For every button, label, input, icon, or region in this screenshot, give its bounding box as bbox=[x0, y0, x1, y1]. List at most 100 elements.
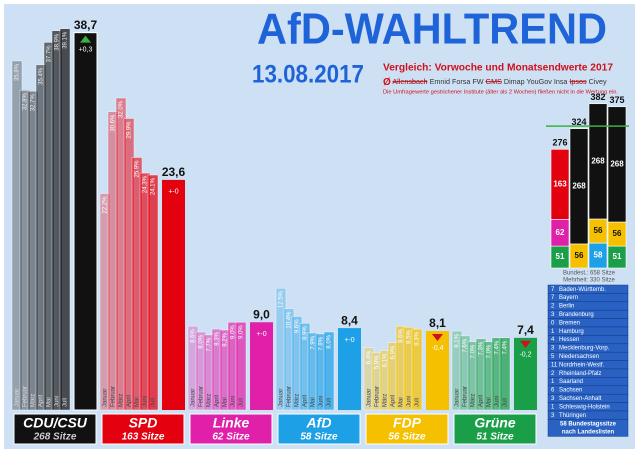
segment-label: 56 bbox=[575, 251, 584, 260]
state-name: Mecklenburg-Vorp. bbox=[559, 346, 610, 352]
month-label: Juni bbox=[319, 396, 325, 407]
month-label: Februar bbox=[23, 386, 29, 407]
month-bar bbox=[195, 331, 207, 411]
state-seats: 7 bbox=[551, 287, 555, 293]
month-value-label: 5.9% bbox=[375, 355, 381, 369]
month-value-label: 8.1% bbox=[455, 333, 461, 347]
month-label: Januar bbox=[191, 389, 197, 407]
month-bar bbox=[147, 174, 159, 411]
month-value-label: 7.9% bbox=[311, 335, 317, 349]
month-bar bbox=[107, 111, 119, 411]
party-seats: 268 Sitze bbox=[33, 432, 77, 443]
institute: Allensbach bbox=[392, 77, 427, 86]
month-bar bbox=[187, 325, 199, 411]
state-seats: 3 bbox=[551, 346, 555, 352]
month-value-label: 32.8% bbox=[23, 93, 29, 111]
coalition-total: 276 bbox=[552, 138, 567, 148]
month-label: März bbox=[31, 394, 37, 407]
month-bar bbox=[499, 337, 511, 411]
segment-label: 58 bbox=[594, 251, 603, 260]
month-value-label: 37.7% bbox=[47, 45, 53, 63]
month-label: März bbox=[207, 394, 213, 407]
party-seats: 163 Sitze bbox=[122, 432, 165, 443]
title: AfD-WAHLTREND bbox=[257, 5, 607, 54]
state-seats: 2 bbox=[551, 304, 555, 310]
state-name: Hamburg bbox=[559, 329, 584, 335]
subtitle: Vergleich: Vorwoche und Monatsendwerte 2… bbox=[383, 63, 613, 74]
month-value-label: 8.3% bbox=[415, 331, 421, 345]
party-seats: 62 Sitze bbox=[212, 432, 250, 443]
trend-down bbox=[432, 334, 443, 342]
month-label: Februar bbox=[463, 386, 469, 407]
institute: Forsa bbox=[452, 77, 470, 86]
state-name: Saarland bbox=[559, 379, 583, 385]
segment-label: 56 bbox=[594, 226, 603, 235]
parliament-label: Bundest.: 658 Sitze bbox=[563, 271, 616, 277]
state-seats: 1 bbox=[551, 329, 555, 335]
state-name: Nordrhein-Westf. bbox=[559, 362, 605, 368]
month-label: Mai bbox=[135, 397, 141, 407]
month-value-label: 8.2% bbox=[223, 332, 229, 346]
state-seats: 11 bbox=[551, 362, 558, 368]
month-label: Juli bbox=[327, 398, 333, 407]
month-value-label: 8.3% bbox=[215, 331, 221, 345]
trend-down bbox=[520, 340, 531, 348]
party-box bbox=[453, 413, 537, 445]
party-box bbox=[13, 413, 97, 445]
month-bar bbox=[11, 60, 23, 411]
month-value-label: 9.0% bbox=[231, 325, 237, 339]
month-value-label: 24.1% bbox=[151, 177, 157, 195]
month-label: April bbox=[479, 395, 485, 407]
change-label: -0,4 bbox=[431, 345, 443, 352]
coalition-segment bbox=[607, 106, 627, 223]
institute: Dimap bbox=[504, 77, 525, 86]
current-bar bbox=[514, 337, 537, 410]
month-label: Juni bbox=[407, 396, 413, 407]
state-name: Baden-Württemb. bbox=[559, 287, 606, 293]
month-label: Februar bbox=[375, 386, 381, 407]
state-name: Sachsen-Anhalt bbox=[559, 396, 602, 402]
state-seats: 5 bbox=[551, 354, 555, 360]
party-seats: 56 Sitze bbox=[388, 432, 426, 443]
state-seats: 1 bbox=[551, 404, 555, 410]
month-label: Juni bbox=[55, 396, 61, 407]
month-value-label: 7.8% bbox=[319, 336, 325, 350]
month-value-label: 7.4% bbox=[503, 340, 509, 354]
month-value-label: 9.6% bbox=[295, 319, 301, 333]
state-name: Thüringen bbox=[559, 413, 586, 419]
state-name: Berlin bbox=[559, 304, 574, 310]
party-box bbox=[189, 413, 273, 445]
month-label: Februar bbox=[199, 386, 205, 407]
current-bar bbox=[250, 322, 273, 410]
month-label: Januar bbox=[103, 389, 109, 407]
month-label: Juni bbox=[143, 396, 149, 407]
state-name: Brandenburg bbox=[559, 312, 594, 318]
month-label: Mai bbox=[47, 397, 53, 407]
party-seats: 51 Sitze bbox=[476, 432, 514, 443]
month-bar bbox=[411, 328, 423, 411]
current-label: 8,1 bbox=[429, 316, 446, 330]
party-box bbox=[365, 413, 449, 445]
month-value-label: 32.7% bbox=[31, 94, 37, 112]
state-footer-box bbox=[547, 419, 629, 437]
month-label: Mai bbox=[399, 397, 405, 407]
month-value-label: 7.4% bbox=[495, 340, 501, 354]
current-label: 8,4 bbox=[341, 313, 358, 327]
state-seats: 2 bbox=[551, 371, 555, 377]
party-name: SPD bbox=[129, 415, 158, 431]
institute: Civey bbox=[589, 77, 607, 86]
month-label: Januar bbox=[367, 389, 373, 407]
change-label: +-0 bbox=[256, 331, 266, 338]
coalition-segment bbox=[569, 128, 589, 245]
month-label: Januar bbox=[279, 389, 285, 407]
month-label: April bbox=[391, 395, 397, 407]
month-label: Januar bbox=[455, 389, 461, 407]
month-value-label: 8.0% bbox=[327, 334, 333, 348]
month-value-label: 8.9% bbox=[303, 326, 309, 340]
month-bar bbox=[99, 193, 111, 411]
month-value-label: 22.2% bbox=[103, 196, 109, 214]
current-label: 9,0 bbox=[253, 307, 270, 321]
current-bar bbox=[426, 331, 449, 410]
